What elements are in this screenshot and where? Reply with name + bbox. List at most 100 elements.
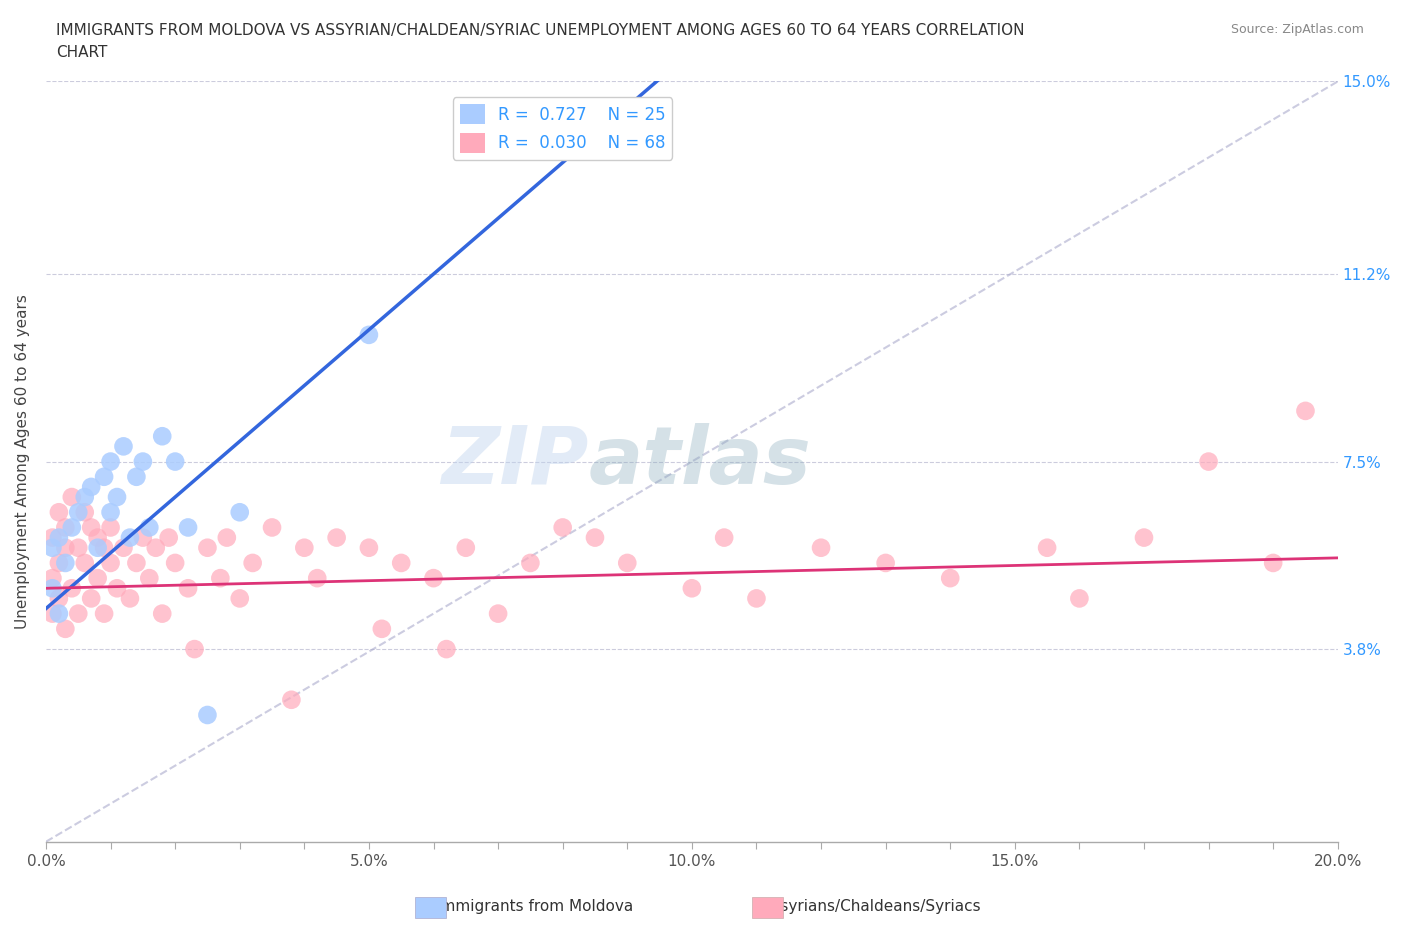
Point bbox=[60, 581, 83, 596]
Point bbox=[325, 530, 347, 545]
Point bbox=[681, 581, 703, 596]
Point bbox=[60, 489, 83, 504]
Point bbox=[713, 530, 735, 545]
Point bbox=[183, 642, 205, 657]
Point bbox=[93, 606, 115, 621]
Point bbox=[197, 708, 219, 723]
Point bbox=[138, 520, 160, 535]
Point bbox=[486, 606, 509, 621]
Point bbox=[86, 540, 108, 555]
Point bbox=[132, 530, 155, 545]
Point bbox=[280, 692, 302, 707]
Point bbox=[1294, 404, 1316, 418]
Text: atlas: atlas bbox=[589, 422, 811, 500]
Point bbox=[260, 520, 283, 535]
Point bbox=[165, 454, 187, 469]
Point bbox=[150, 429, 173, 444]
Point bbox=[215, 530, 238, 545]
Point bbox=[100, 454, 122, 469]
Point bbox=[745, 591, 768, 605]
Point bbox=[454, 540, 477, 555]
Point bbox=[519, 555, 541, 570]
Point bbox=[118, 591, 141, 605]
Point bbox=[67, 505, 90, 520]
Point bbox=[67, 540, 90, 555]
Point bbox=[67, 606, 90, 621]
Point bbox=[1036, 540, 1059, 555]
Point bbox=[100, 555, 122, 570]
Point bbox=[48, 606, 70, 621]
Point bbox=[73, 489, 96, 504]
Point bbox=[1263, 555, 1285, 570]
Text: Immigrants from Moldova: Immigrants from Moldova bbox=[436, 899, 633, 914]
Point bbox=[48, 555, 70, 570]
Point bbox=[616, 555, 638, 570]
Point bbox=[100, 505, 122, 520]
Point bbox=[105, 489, 128, 504]
Point bbox=[242, 555, 264, 570]
Point bbox=[118, 530, 141, 545]
Text: Assyrians/Chaldeans/Syriacs: Assyrians/Chaldeans/Syriacs bbox=[762, 899, 981, 914]
Point bbox=[112, 439, 135, 454]
Text: IMMIGRANTS FROM MOLDOVA VS ASSYRIAN/CHALDEAN/SYRIAC UNEMPLOYMENT AMONG AGES 60 T: IMMIGRANTS FROM MOLDOVA VS ASSYRIAN/CHAL… bbox=[56, 23, 1025, 38]
Point bbox=[197, 540, 219, 555]
Point bbox=[125, 470, 148, 485]
Point bbox=[105, 581, 128, 596]
Text: Source: ZipAtlas.com: Source: ZipAtlas.com bbox=[1230, 23, 1364, 36]
Point bbox=[138, 571, 160, 586]
Point bbox=[875, 555, 897, 570]
Point bbox=[53, 520, 76, 535]
Point bbox=[307, 571, 329, 586]
Point bbox=[229, 591, 252, 605]
Point bbox=[292, 540, 315, 555]
Point bbox=[80, 480, 103, 495]
Point bbox=[93, 540, 115, 555]
Point bbox=[41, 606, 63, 621]
Text: CHART: CHART bbox=[56, 45, 108, 60]
Point bbox=[157, 530, 180, 545]
Point bbox=[48, 530, 70, 545]
Point bbox=[41, 571, 63, 586]
Point bbox=[583, 530, 606, 545]
Point bbox=[132, 454, 155, 469]
Point bbox=[939, 571, 962, 586]
Point bbox=[86, 571, 108, 586]
Point bbox=[86, 530, 108, 545]
Point bbox=[41, 540, 63, 555]
Point bbox=[41, 581, 63, 596]
Point bbox=[371, 621, 394, 636]
Point bbox=[810, 540, 832, 555]
Point bbox=[48, 591, 70, 605]
Point bbox=[41, 530, 63, 545]
Point bbox=[80, 591, 103, 605]
Point bbox=[229, 505, 252, 520]
Point bbox=[436, 642, 458, 657]
Point bbox=[177, 581, 200, 596]
Point bbox=[1069, 591, 1091, 605]
Point bbox=[551, 520, 574, 535]
Point bbox=[150, 606, 173, 621]
Point bbox=[60, 520, 83, 535]
Point bbox=[1133, 530, 1156, 545]
Point bbox=[53, 555, 76, 570]
Point bbox=[93, 470, 115, 485]
Point bbox=[80, 520, 103, 535]
Point bbox=[422, 571, 444, 586]
Point bbox=[209, 571, 232, 586]
Point bbox=[73, 555, 96, 570]
Point bbox=[48, 505, 70, 520]
Point bbox=[125, 555, 148, 570]
Point bbox=[177, 520, 200, 535]
Point bbox=[357, 540, 380, 555]
Y-axis label: Unemployment Among Ages 60 to 64 years: Unemployment Among Ages 60 to 64 years bbox=[15, 294, 30, 629]
Point bbox=[100, 520, 122, 535]
Point bbox=[357, 327, 380, 342]
Point bbox=[112, 540, 135, 555]
Point bbox=[389, 555, 412, 570]
Point bbox=[145, 540, 167, 555]
Legend: R =  0.727    N = 25, R =  0.030    N = 68: R = 0.727 N = 25, R = 0.030 N = 68 bbox=[453, 98, 672, 160]
Text: ZIP: ZIP bbox=[441, 422, 589, 500]
Point bbox=[53, 621, 76, 636]
Point bbox=[73, 505, 96, 520]
Point bbox=[53, 540, 76, 555]
